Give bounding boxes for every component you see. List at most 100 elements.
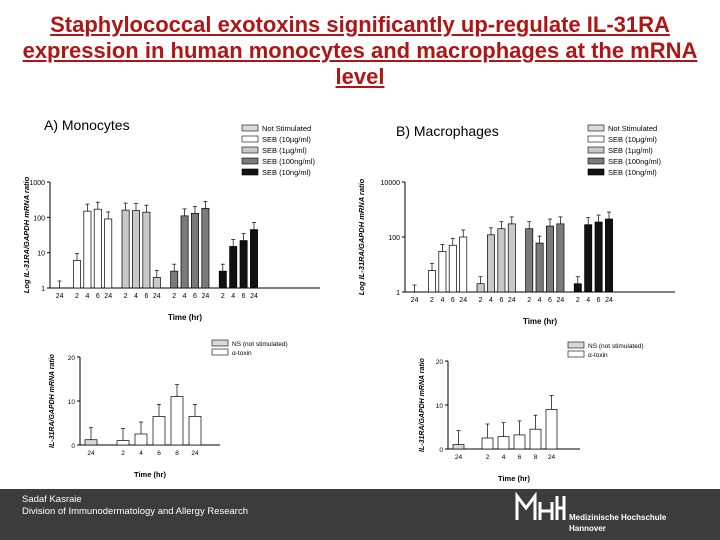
bar <box>546 225 554 293</box>
y-tick-label: 100 <box>388 235 400 242</box>
bar <box>459 236 468 293</box>
x-tick-label: 24 <box>459 297 467 304</box>
bar <box>448 244 457 293</box>
bar <box>116 440 130 446</box>
y-axis-label: Log IL-31RA/GAPDH mRNA ratio <box>357 178 366 295</box>
legend-label: NS (not stimulated) <box>588 343 644 350</box>
bar <box>507 223 516 293</box>
bar <box>481 437 494 450</box>
x-tick-label: 24 <box>605 297 613 304</box>
bar <box>229 246 238 289</box>
bar <box>188 416 202 446</box>
x-tick-label: 24 <box>411 297 419 304</box>
x-axis-label: Time (hr) <box>134 470 166 479</box>
bar <box>170 270 179 289</box>
legend-swatch <box>567 341 585 349</box>
x-tick-label: 2 <box>172 293 176 300</box>
legend-label: SEB (100ng/ml) <box>608 157 661 166</box>
bar <box>452 444 465 450</box>
legend-swatch <box>587 157 605 165</box>
bar <box>191 212 199 289</box>
y-tick-label: 10 <box>436 403 444 410</box>
bar <box>170 396 184 446</box>
y-tick-label: 1 <box>396 290 400 297</box>
x-tick-label: 2 <box>430 297 434 304</box>
bar <box>525 228 534 293</box>
author-block: Sadaf Kasraie Division of Immunodermatol… <box>22 494 248 518</box>
x-tick-label: 24 <box>56 293 64 300</box>
legend-swatch <box>587 135 605 143</box>
y-tick-label: 1 <box>41 286 45 293</box>
x-tick-label: 8 <box>534 454 538 461</box>
y-tick-label: 10000 <box>381 180 401 187</box>
slide-title: Staphylococcal exotoxins significantly u… <box>22 12 698 89</box>
legend-swatch <box>211 348 229 356</box>
x-tick-label: 6 <box>499 297 503 304</box>
bar <box>594 221 603 293</box>
bar <box>104 218 113 289</box>
y-tick-label: 10 <box>37 251 45 258</box>
bar <box>93 208 102 289</box>
x-tick-label: 6 <box>193 293 197 300</box>
x-axis-label: Time (hr) <box>523 317 557 326</box>
x-tick-label: 4 <box>586 297 590 304</box>
legend-swatch <box>567 350 585 358</box>
author-department: Division of Immunodermatology and Allerg… <box>22 506 248 517</box>
bar <box>476 283 485 293</box>
legend-swatch <box>587 124 605 132</box>
bar <box>218 270 227 289</box>
x-tick-label: 2 <box>124 293 128 300</box>
legend-swatch <box>241 135 259 143</box>
y-axis-label: IL-31RA/GAPDH mRNA ratio <box>49 353 56 448</box>
x-tick-label: 24 <box>250 293 258 300</box>
bar <box>180 215 189 289</box>
x-tick-label: 24 <box>191 450 199 457</box>
bar <box>535 242 544 293</box>
bar <box>487 234 495 293</box>
x-tick-label: 24 <box>508 297 516 304</box>
x-tick-label: 6 <box>597 297 601 304</box>
bar <box>497 228 506 293</box>
x-tick-label: 24 <box>104 293 112 300</box>
bar <box>239 240 248 289</box>
x-tick-label: 6 <box>451 297 455 304</box>
bar <box>73 260 81 289</box>
x-tick-label: 4 <box>231 293 235 300</box>
legend-label: α-toxin <box>232 350 252 357</box>
x-tick-label: 6 <box>518 454 522 461</box>
bar <box>497 436 510 450</box>
x-tick-label: 24 <box>557 297 565 304</box>
legend-swatch <box>211 339 229 347</box>
legend-label: Not Stimulated <box>262 124 311 133</box>
bar <box>556 223 565 293</box>
legend-swatch <box>241 157 259 165</box>
y-tick-label: 0 <box>71 443 75 450</box>
panel-label-b: B) Macrophages <box>396 123 499 139</box>
bar <box>573 283 582 293</box>
logo-line-2: Hannover <box>569 524 606 533</box>
x-tick-label: 4 <box>538 297 542 304</box>
legend-label: Not Stimulated <box>608 124 657 133</box>
bar <box>428 270 436 293</box>
bar <box>201 207 210 289</box>
x-tick-label: 2 <box>527 297 531 304</box>
logo-line-1: Medizinische Hochschule <box>569 513 667 522</box>
y-tick-label: 0 <box>439 447 443 454</box>
x-tick-label: 6 <box>157 450 161 457</box>
legend-label: SEB (10ng/ml) <box>608 168 657 177</box>
x-tick-label: 2 <box>576 297 580 304</box>
bar <box>250 229 258 289</box>
bar <box>584 224 593 293</box>
x-tick-label: 24 <box>202 293 210 300</box>
x-tick-label: 6 <box>242 293 246 300</box>
legend-swatch <box>587 146 605 154</box>
legend-label: SEB (10ng/ml) <box>262 168 311 177</box>
bar <box>513 434 526 450</box>
x-tick-label: 24 <box>153 293 161 300</box>
x-tick-label: 2 <box>479 297 483 304</box>
legend-swatch <box>587 168 605 176</box>
y-tick-label: 10 <box>68 399 76 406</box>
bar <box>605 218 613 293</box>
